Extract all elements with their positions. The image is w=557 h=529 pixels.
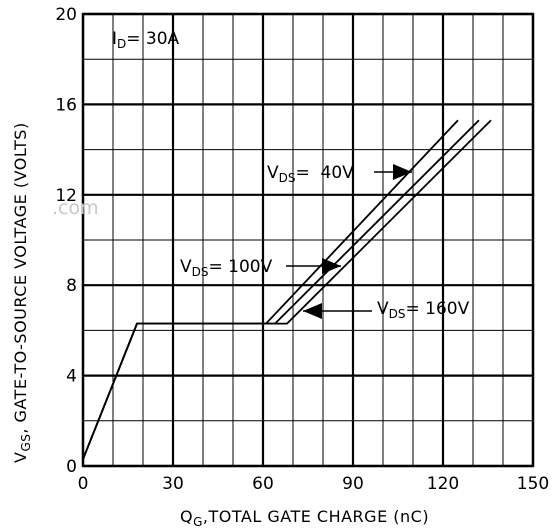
y-tick-label: 16 <box>55 95 77 115</box>
arrow-100v-arrowhead <box>322 258 341 274</box>
y-tick-label: 20 <box>55 5 77 25</box>
tick-labels: 0 30 60 90 120 150 0 4 8 12 16 20 <box>55 5 549 494</box>
x-axis-label: QG,TOTAL GATE CHARGE (nC) <box>180 507 429 529</box>
series-line-3 <box>82 119 492 460</box>
x-tick-label: 150 <box>517 474 549 494</box>
arrow-160v-arrowhead <box>303 303 322 319</box>
x-tick-label: 90 <box>342 474 364 494</box>
x-tick-label: 60 <box>252 474 274 494</box>
arrow-40v-arrowhead <box>393 164 412 180</box>
grid <box>81 12 535 468</box>
x-tick-label: 30 <box>162 474 184 494</box>
y-tick-label: 12 <box>55 186 77 206</box>
series-label-40v: VDS= 40V <box>267 163 354 185</box>
y-tick-label: 8 <box>66 276 77 296</box>
drain-current-label: ID= 30A <box>112 29 180 51</box>
x-tick-label: 120 <box>427 474 459 494</box>
y-axis-label: VGS, GATE-TO-SOURCE VOLTAGE (VOLTS) <box>11 122 33 463</box>
x-tick-label: 0 <box>78 474 89 494</box>
y-tick-label: 0 <box>66 457 77 477</box>
watermark: .com <box>52 197 99 219</box>
series-lines <box>82 119 492 460</box>
series-label-160v: VDS= 160V <box>377 299 470 321</box>
series-label-100v: VDS= 100V <box>180 257 273 279</box>
plot-frame <box>81 12 535 468</box>
y-tick-label: 4 <box>66 367 77 387</box>
annotations <box>286 164 412 319</box>
